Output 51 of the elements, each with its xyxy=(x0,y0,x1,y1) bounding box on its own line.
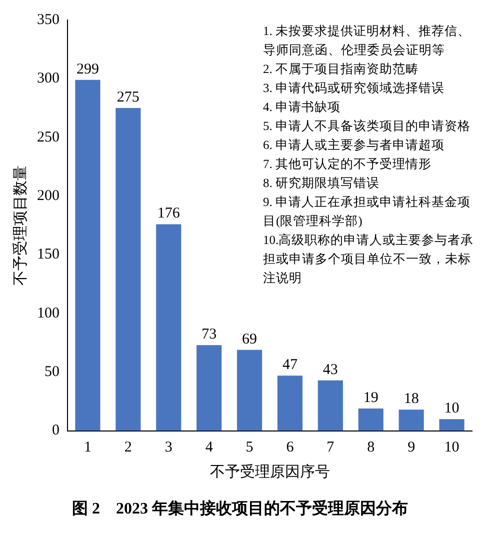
annotation: 4. 申请书缺项 xyxy=(263,99,342,116)
data-label: 10 xyxy=(444,400,460,416)
x-tick-label: 8 xyxy=(367,440,375,456)
x-tick-label: 9 xyxy=(408,440,416,456)
y-tick-label: 100 xyxy=(37,305,60,322)
data-label: 18 xyxy=(404,391,419,408)
y-axis-title: 不予受理项目数量 xyxy=(12,165,29,286)
annotation: 8. 研究期限填写错误 xyxy=(263,175,380,192)
annotation: 6. 申请人或主要参与者申请超项 xyxy=(263,137,446,154)
x-tick-label: 6 xyxy=(286,440,294,456)
x-tick-label: 4 xyxy=(205,440,214,456)
data-label: 299 xyxy=(76,61,99,78)
x-axis-title: 不予受理原因序号 xyxy=(210,464,330,481)
annotation: 1. 未按要求提供证明材料、推荐信、导师同意函、伦理委员会证明等 xyxy=(263,23,472,59)
x-tick-label: 5 xyxy=(246,440,254,456)
y-tick-label: 300 xyxy=(37,70,60,87)
annotation: 7. 其他可认定的不予受理情形 xyxy=(263,156,432,173)
data-label: 19 xyxy=(363,390,378,406)
bar xyxy=(116,108,141,431)
x-tick-label: 3 xyxy=(164,440,172,456)
x-tick-label: 7 xyxy=(326,440,335,456)
data-label: 69 xyxy=(242,331,258,348)
bar xyxy=(439,419,464,431)
data-label: 43 xyxy=(322,362,338,378)
y-tick-label: 150 xyxy=(37,246,60,263)
bar xyxy=(398,410,424,431)
y-tick-label: 50 xyxy=(44,364,60,380)
y-tick-label: 200 xyxy=(37,188,60,204)
bar xyxy=(75,80,100,431)
data-label: 275 xyxy=(116,89,140,106)
annotation: 10.高级职称的申请人或主要参与者承担或申请多个项目单位不一致，未标注说明 xyxy=(263,232,475,287)
data-label: 73 xyxy=(202,326,217,343)
y-tick-label: 250 xyxy=(37,129,60,146)
bar xyxy=(196,345,222,431)
data-label: 47 xyxy=(282,357,298,374)
bar xyxy=(358,408,384,431)
bar xyxy=(277,376,303,431)
bar xyxy=(236,350,262,431)
y-tick-label: 350 xyxy=(37,12,60,28)
x-tick-label: 10 xyxy=(444,440,460,456)
bar xyxy=(156,224,182,431)
x-tick-label: 1 xyxy=(84,440,92,456)
annotation: 3. 申请代码或研究领域选择错误 xyxy=(263,80,446,97)
annotation: 2. 不属于项目指南资助范畴 xyxy=(263,61,420,78)
text: 图 2 2023 年集中接收项目的不予受理原因分布 xyxy=(72,500,408,518)
data-label: 176 xyxy=(157,206,180,222)
annotation: 5. 申请人不具备该类项目的申请资格 xyxy=(263,118,472,135)
bar xyxy=(318,380,343,431)
x-tick-label: 2 xyxy=(124,440,132,456)
y-tick-label: 0 xyxy=(52,422,60,439)
annotation: 9. 申请人正在承担或申请社科基金项目(限管理科学部) xyxy=(263,194,472,230)
